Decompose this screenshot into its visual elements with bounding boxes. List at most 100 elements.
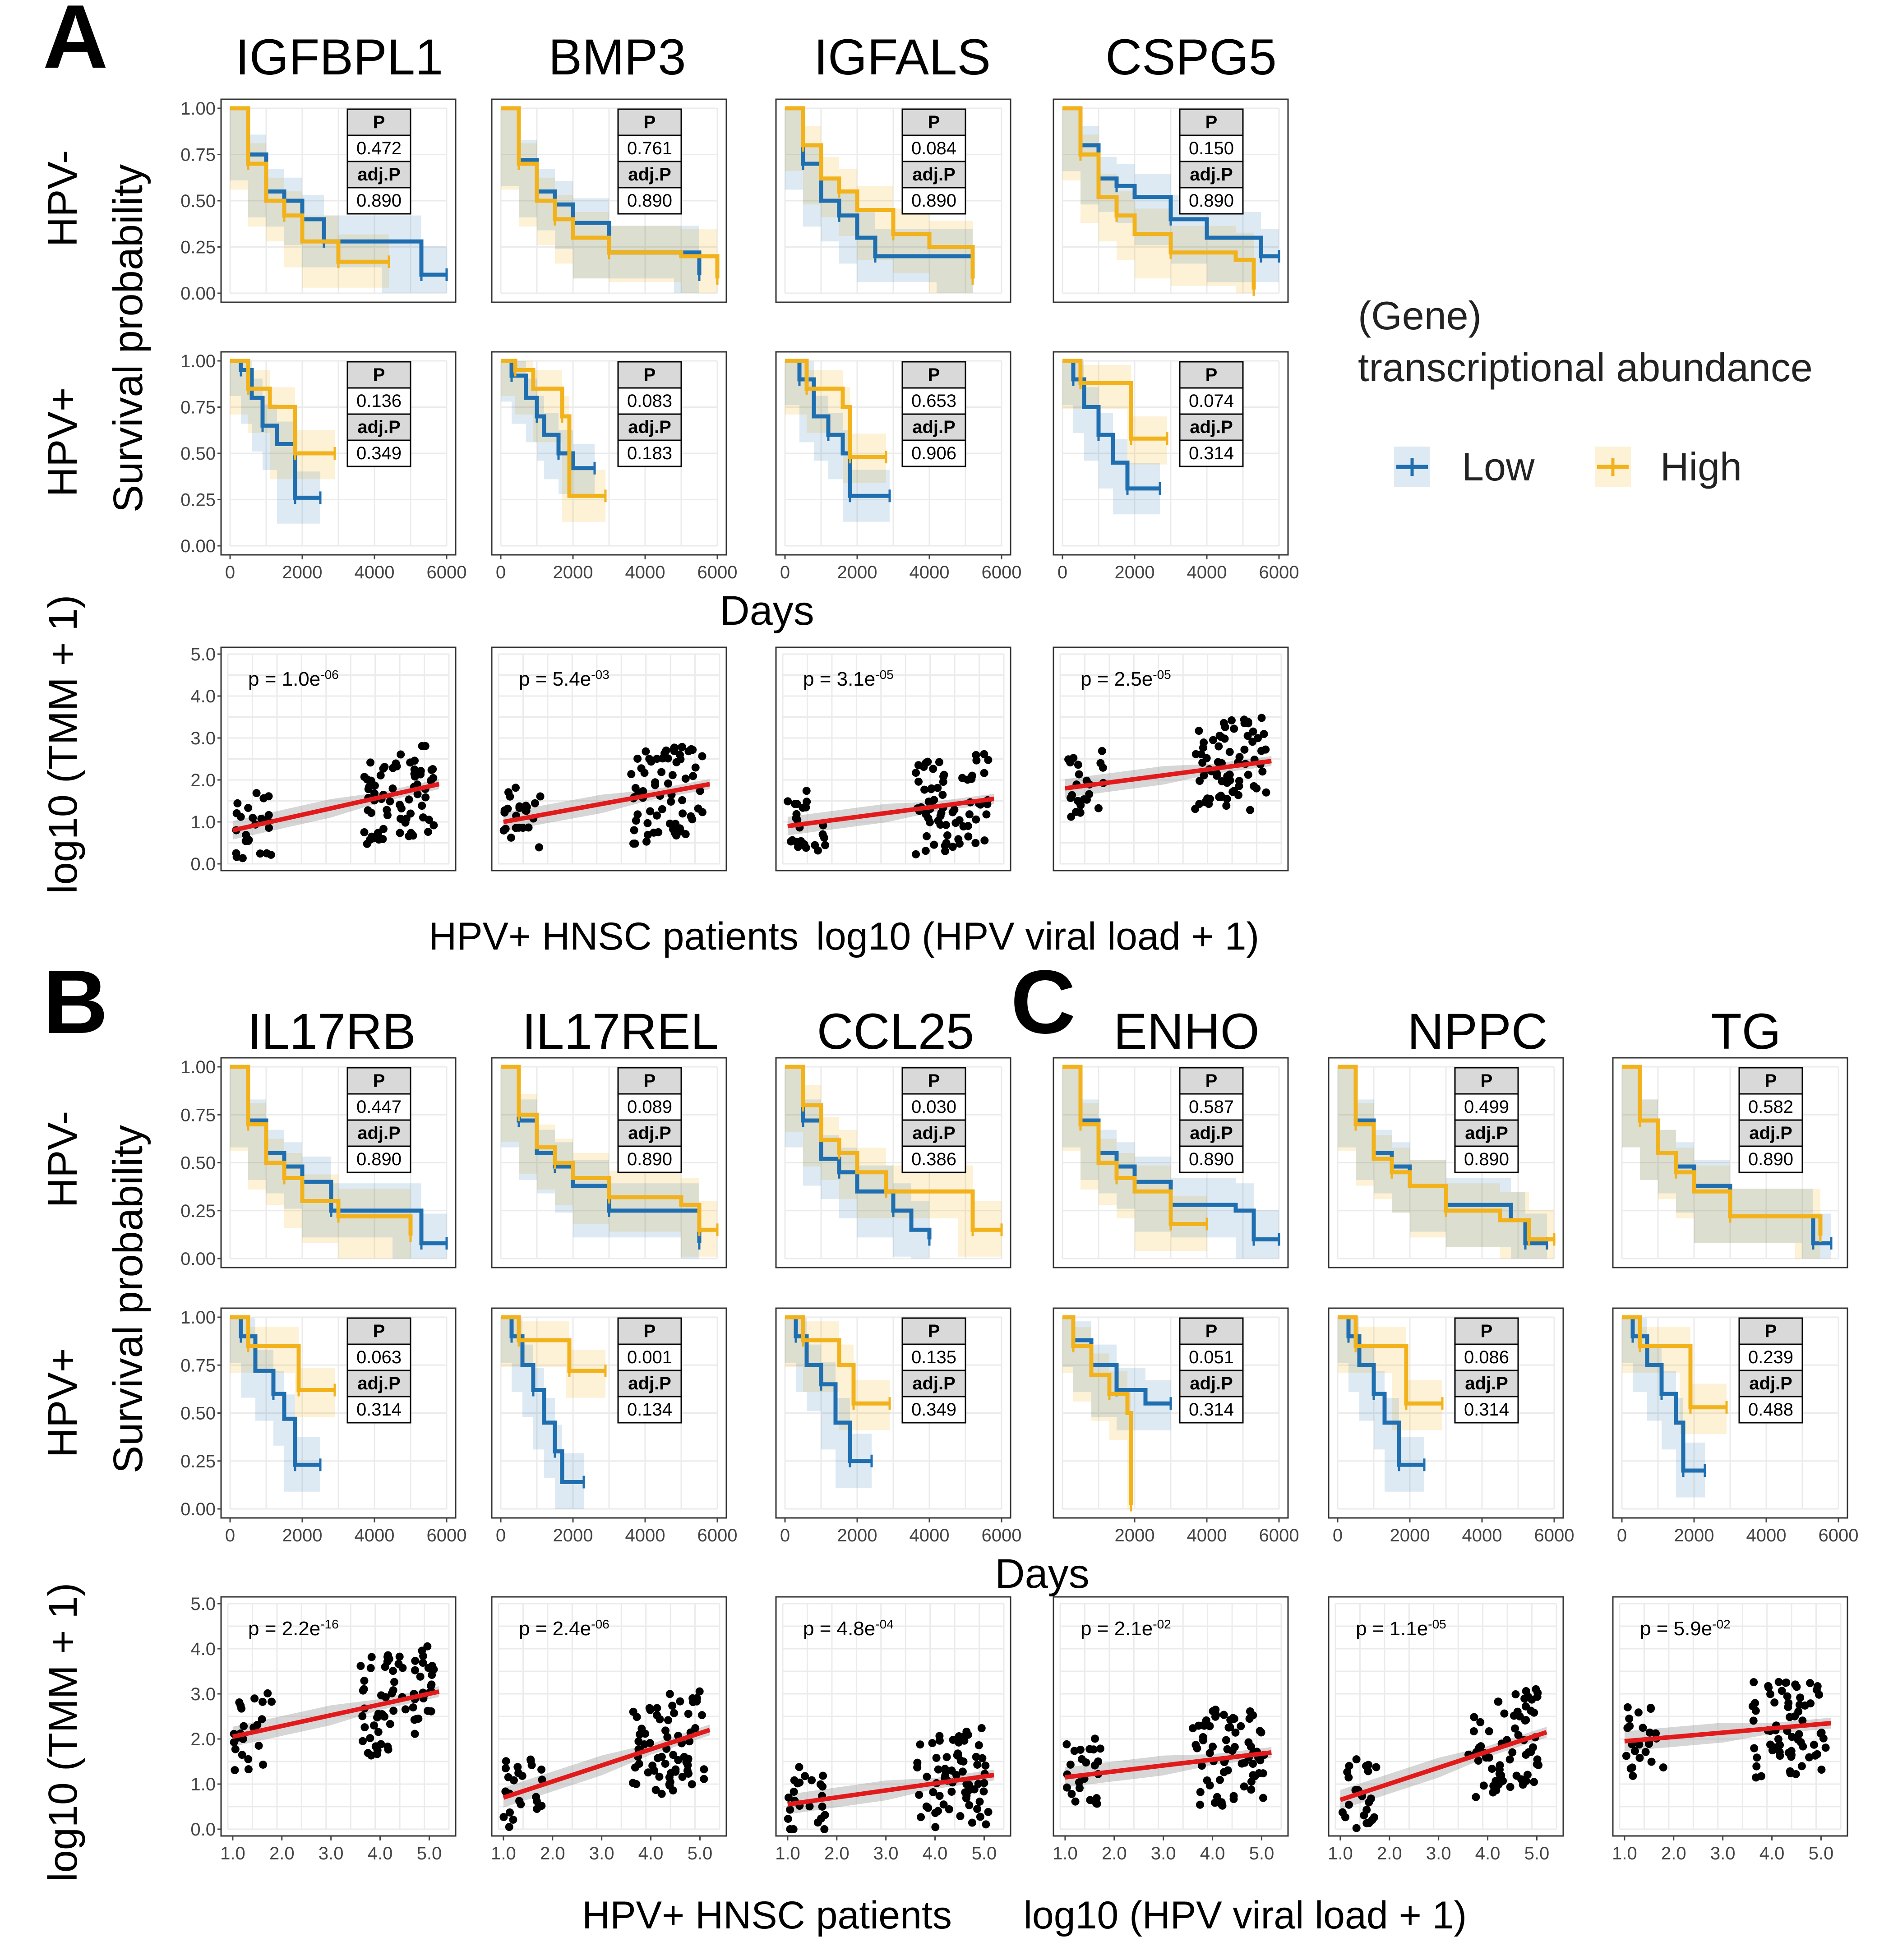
- km-hpv-pos-igfals-x-tick-label: 4000: [910, 563, 950, 582]
- scatter-il17rb-point: [394, 1660, 403, 1668]
- scatter-bmp3-point: [670, 743, 679, 752]
- scatter-il17rel-point: [684, 1769, 693, 1778]
- scatter-cspg5-point: [1191, 805, 1200, 813]
- km-hpv-pos-il17rb-low-ci-band: [230, 1317, 320, 1492]
- km-hpv-pos-igfals-high-ci-band: [785, 361, 886, 483]
- scatter-ccl25-point: [820, 1825, 829, 1833]
- scatter-igfbpl1-point: [242, 830, 250, 839]
- scatter-nppc-point: [1505, 1755, 1514, 1764]
- gene-title-igfals: IGFALS: [814, 29, 991, 85]
- scatter-il17rel-point: [514, 1769, 523, 1777]
- scatter-il17rb-point: [360, 1723, 369, 1732]
- scatter-tg-point: [1639, 1724, 1647, 1732]
- scatter-enho-point: [1090, 1745, 1098, 1754]
- scatter-ccl25-point: [962, 1791, 971, 1800]
- km-hpv-pos-cspg5-table-cell: [1179, 361, 1244, 389]
- scatter-enho-point: [1247, 1785, 1256, 1794]
- scatter-il17rb-x-tick-label: 3.0: [319, 1844, 344, 1863]
- scatter-bmp3-point: [681, 775, 690, 783]
- days-label-bc: Days: [995, 1551, 1090, 1597]
- scatter-cspg5-point: [1076, 801, 1085, 809]
- scatter-enho-point: [1229, 1795, 1238, 1803]
- scatter-il17rel-point: [631, 1763, 639, 1772]
- scatter-il17rb-point: [377, 1691, 385, 1700]
- scatter-il17rel-point: [678, 1773, 687, 1781]
- scatter-igfbpl1-point: [376, 771, 385, 779]
- scatter-tg-point: [1817, 1766, 1826, 1774]
- scatter-tg-point: [1659, 1763, 1667, 1772]
- scatter-igfals-point: [937, 808, 946, 817]
- scatter-il17rel-point: [501, 1764, 510, 1773]
- scatter-igfbpl1-y-tick-label: 5.0: [190, 645, 216, 664]
- scatter-igfals-point: [929, 765, 937, 773]
- km-hpv-neg-igfals-table-cell: [901, 161, 966, 189]
- scatter-igfbpl1-point: [249, 814, 257, 822]
- scatter-cspg5-point: [1098, 747, 1106, 755]
- scatter-igfbpl1-point: [363, 775, 371, 784]
- scatter-nppc-point: [1476, 1718, 1485, 1726]
- scatter-tg-point: [1776, 1752, 1784, 1760]
- km-hpv-pos-igfbpl1-table-cell: [346, 387, 411, 415]
- km-hpv-neg-igfbpl1-table-cell: [346, 187, 411, 215]
- scatter-nppc-x-tick-label: 1.0: [1328, 1844, 1353, 1863]
- scatter-cspg5-point: [1200, 738, 1208, 747]
- km-hpv-pos-igfals-x-tick-label: 0: [780, 563, 790, 582]
- scatter-il17rel-point: [664, 1716, 672, 1725]
- km-hpv-pos-igfbpl1-table-value: 0.136: [356, 391, 402, 411]
- km-hpv-neg-il17rel-table-value: 0.890: [627, 1149, 672, 1169]
- scatter-cspg5-point: [1257, 714, 1266, 722]
- scatter-enho-point: [1240, 1758, 1249, 1767]
- km-hpv-pos-ccl25-table-cell: [901, 1370, 966, 1397]
- km-hpv-neg-igfbpl1-table-header: P: [373, 112, 385, 132]
- scatter-igfbpl1-point: [370, 789, 379, 798]
- scatter-enho-point: [1230, 1715, 1238, 1723]
- scatter-cspg5-point: [1094, 804, 1103, 812]
- km-hpv-neg-igfals-table-header: adj.P: [912, 165, 956, 184]
- scatter-nppc-point: [1517, 1775, 1526, 1784]
- scatter-bmp3-point: [512, 824, 520, 832]
- survival-y-label-a: Survival probability: [105, 164, 151, 512]
- km-hpv-neg-igfals-table-value: 0.890: [911, 191, 956, 211]
- scatter-il17rb-point: [383, 1743, 392, 1751]
- scatter-enho-point: [1096, 1744, 1104, 1753]
- scatter-igfbpl1-point: [264, 792, 273, 801]
- scatter-tg-point: [1625, 1714, 1634, 1723]
- scatter-tg-point: [1783, 1692, 1792, 1701]
- km-hpv-pos-igfbpl1-table-cell: [346, 361, 411, 389]
- scatter-il17rb-point: [235, 1698, 244, 1706]
- scatter-il17rel-point: [665, 1690, 674, 1698]
- km-hpv-neg-il17rb-table-cell: [346, 1145, 411, 1173]
- scatter-ccl25-point: [954, 1749, 962, 1758]
- km-hpv-neg-igfals-high-curve: [785, 106, 975, 279]
- scatter-il17rel-point: [526, 1756, 535, 1765]
- km-hpv-neg-cspg5-table-header: P: [1205, 112, 1218, 132]
- km-hpv-pos-ccl25-x-tick-label: 4000: [910, 1526, 950, 1545]
- scatter-enho-point: [1211, 1706, 1220, 1714]
- scatter-bmp3-point: [672, 758, 681, 766]
- scatter-igfals-p-exponent: -05: [875, 668, 893, 682]
- scatter-enho-point: [1197, 1762, 1206, 1770]
- km-hpv-neg-ccl25-high-curve: [785, 1065, 1002, 1232]
- km-hpv-neg-nppc-table-header: adj.P: [1465, 1123, 1508, 1143]
- scatter-tg-point: [1646, 1703, 1655, 1712]
- km-hpv-neg-nppc-high-curve: [1338, 1065, 1554, 1241]
- scatter-cspg5-fit-line: [1065, 759, 1272, 791]
- km-hpv-pos-nppc-table-cell: [1454, 1396, 1519, 1424]
- km-hpv-pos-tg-table-cell: [1738, 1396, 1803, 1424]
- scatter-tg-point: [1753, 1753, 1761, 1762]
- km-hpv-pos-cspg5-table-value: 0.074: [1189, 391, 1234, 411]
- km-hpv-neg-il17rel-high-curve: [501, 1065, 717, 1232]
- km-hpv-neg-enho-low-curve: [1062, 1065, 1279, 1241]
- scatter-ccl25-point: [973, 1805, 982, 1813]
- scatter-il17rb-point: [412, 1715, 420, 1723]
- km-hpv-pos-tg-x-tick-label: 0: [1617, 1526, 1627, 1545]
- scatter-igfbpl1-point: [386, 797, 394, 806]
- km-hpv-neg-ccl25-table-header: adj.P: [912, 1123, 956, 1143]
- km-hpv-pos-il17rel-table-cell: [617, 1396, 682, 1424]
- scatter-tg-point: [1785, 1713, 1794, 1721]
- legend-high-label: High: [1660, 444, 1742, 489]
- km-hpv-pos-nppc-table-cell: [1454, 1343, 1519, 1371]
- scatter-enho-point: [1240, 1782, 1248, 1791]
- km-hpv-pos-il17rb-y-tick-label: 1.00: [180, 1308, 216, 1328]
- scatter-ccl25-point: [931, 1823, 940, 1831]
